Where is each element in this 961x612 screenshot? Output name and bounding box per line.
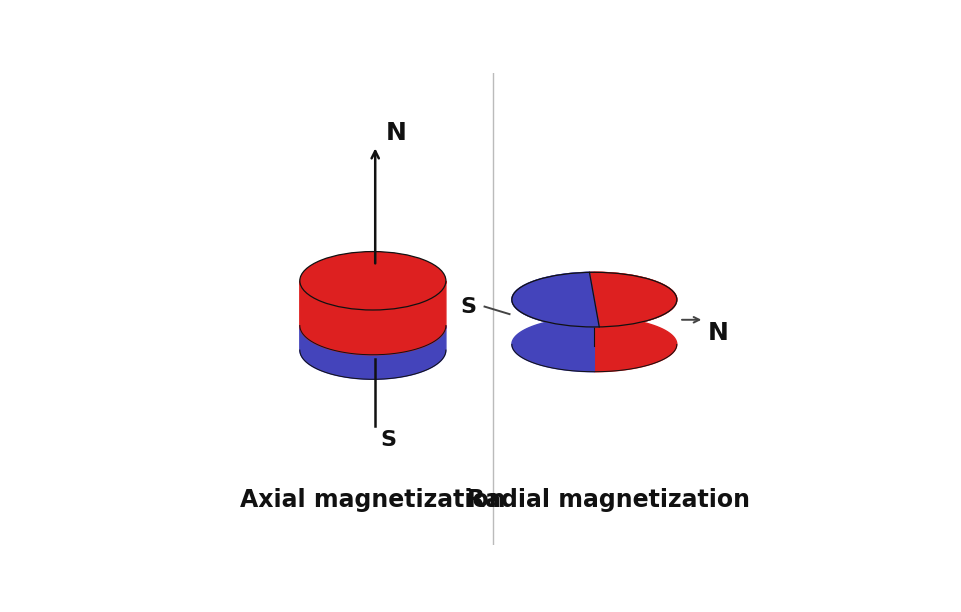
Polygon shape <box>300 326 446 379</box>
Polygon shape <box>300 281 446 355</box>
Polygon shape <box>594 272 677 371</box>
Ellipse shape <box>300 252 446 310</box>
Text: S: S <box>381 430 397 450</box>
Text: N: N <box>385 121 407 144</box>
Text: N: N <box>706 321 727 345</box>
Polygon shape <box>589 272 677 327</box>
Text: Radial magnetization: Radial magnetization <box>466 488 750 512</box>
Polygon shape <box>511 272 594 371</box>
Text: Axial magnetization: Axial magnetization <box>240 488 505 512</box>
Text: S: S <box>460 297 476 316</box>
Polygon shape <box>511 272 599 327</box>
